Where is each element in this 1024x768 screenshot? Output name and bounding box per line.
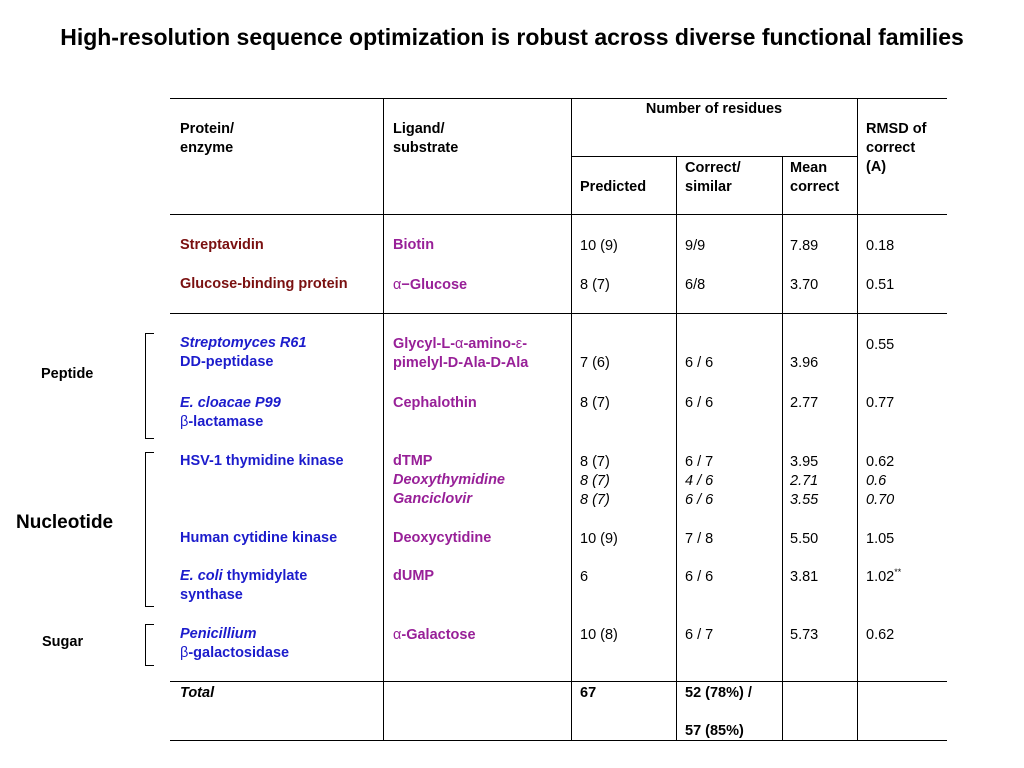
alpha-symbol: α <box>455 336 464 352</box>
sugar-bracket <box>145 624 154 666</box>
mean-gbp: 3.70 <box>790 277 819 293</box>
predicted-penicillium: 10 (8) <box>580 627 618 643</box>
total-label: Total <box>180 685 215 701</box>
mean-hck: 5.50 <box>790 531 819 547</box>
epsilon-symbol: ε <box>515 336 523 352</box>
group-label-nucleotide: Nucleotide <box>16 512 114 533</box>
protein-penicillium: Penicillium β-galactosidase <box>180 626 290 661</box>
mean-ecloacae: 2.77 <box>790 395 819 411</box>
rmsd-ecoli: 1.02** <box>866 567 902 585</box>
peptide-bracket <box>145 333 154 439</box>
ligand-glycyl-peptide: Glycyl-L-α-amino-ε- pimelyl-D-Ala-D-Ala <box>393 336 529 371</box>
alpha-symbol: α <box>393 627 402 643</box>
subheader-rule <box>571 156 857 157</box>
ligand-cephalothin: Cephalothin <box>393 395 477 411</box>
correct-penicillium: 6 / 7 <box>685 627 714 643</box>
correct-gbp: 6/8 <box>685 277 706 293</box>
rmsd-streptavidin: 0.18 <box>866 238 895 254</box>
col-divider-2 <box>571 98 572 741</box>
table-bottom-rule <box>170 740 947 741</box>
ligand-biotin: Biotin <box>393 237 435 253</box>
protein-streptavidin: Streptavidin <box>180 237 264 253</box>
predicted-ecloacae: 8 (7) <box>580 395 610 411</box>
rmsd-r61: 0.55 <box>866 337 895 353</box>
col-divider-5 <box>857 98 858 741</box>
header-correct: Correct/similar <box>685 160 741 195</box>
ligand-dump: dUMP <box>393 568 435 584</box>
header-ligand: Ligand/substrate <box>393 121 459 156</box>
total-predicted: 67 <box>580 685 597 701</box>
rmsd-ecloacae: 0.77 <box>866 395 895 411</box>
table-top-rule <box>170 98 947 99</box>
ligand-deoxythymidine: Deoxythymidine <box>393 472 505 488</box>
predicted-streptavidin: 10 (9) <box>580 238 618 254</box>
rmsd-penicillium: 0.62 <box>866 627 895 643</box>
alpha-symbol: α <box>393 277 402 293</box>
ligands-hsv1: dTMP Deoxythymidine Ganciclovir <box>393 452 505 509</box>
ligand-glucose: α−Glucose <box>393 277 468 293</box>
correct-r61: 6 / 6 <box>685 355 714 371</box>
ligand-dtmp: dTMP <box>393 453 433 469</box>
correct-ecoli: 6 / 6 <box>685 569 714 585</box>
col-divider-1 <box>383 98 384 741</box>
rmsd-gbp: 0.51 <box>866 277 895 293</box>
correct-ecloacae: 6 / 6 <box>685 395 714 411</box>
mean-streptavidin: 7.89 <box>790 238 819 254</box>
group-rule-1 <box>170 313 947 314</box>
group-label-peptide: Peptide <box>41 366 94 382</box>
protein-streptomyces-r61: Streptomyces R61 DD-peptidase <box>180 335 307 370</box>
mean-r61: 3.96 <box>790 355 819 371</box>
mean-ecoli: 3.81 <box>790 569 819 585</box>
col-divider-3 <box>676 156 677 741</box>
footnote-marker: ** <box>894 567 902 578</box>
group-label-sugar: Sugar <box>42 634 84 650</box>
predicted-gbp: 8 (7) <box>580 277 610 293</box>
protein-hsv1-tk: HSV-1 thymidine kinase <box>180 453 344 469</box>
slide-title: High-resolution sequence optimization is… <box>60 24 964 50</box>
predicted-hsv1: 8 (7) 8 (7) 8 (7) <box>580 454 610 508</box>
beta-symbol: β <box>180 645 189 661</box>
total-correct-line1: 52 (78%) / <box>685 685 752 701</box>
total-rule <box>170 681 947 682</box>
protein-e-coli-ts: E. coli thymidylate synthase <box>180 568 308 603</box>
header-mean: Mean correct <box>790 160 840 195</box>
protein-human-cytidine-kinase: Human cytidine kinase <box>180 530 338 546</box>
protein-e-cloacae: E. cloacae P99 β-lactamase <box>180 395 281 430</box>
mean-penicillium: 5.73 <box>790 627 819 643</box>
protein-glucose-binding: Glucose-binding protein <box>180 276 348 292</box>
total-correct-line2: 57 (85%) <box>685 723 744 739</box>
header-number-of-residues: Number of residues <box>645 101 783 117</box>
rmsd-hsv1: 0.62 0.6 0.70 <box>866 454 895 508</box>
header-rmsd: RMSD of correct (A) <box>866 121 927 175</box>
beta-symbol: β <box>180 414 189 430</box>
predicted-r61: 7 (6) <box>580 355 610 371</box>
header-protein: Protein/enzyme <box>180 121 234 156</box>
mean-hsv1: 3.95 2.71 3.55 <box>790 454 819 508</box>
col-divider-4 <box>782 156 783 741</box>
ligand-ganciclovir: Ganciclovir <box>393 491 472 507</box>
predicted-hck: 10 (9) <box>580 531 618 547</box>
ligand-deoxycytidine: Deoxycytidine <box>393 530 492 546</box>
nucleotide-bracket <box>145 452 154 607</box>
rmsd-hck: 1.05 <box>866 531 895 547</box>
header-bottom-rule <box>170 214 947 215</box>
correct-hck: 7 / 8 <box>685 531 714 547</box>
ligand-galactose: α-Galactose <box>393 627 476 643</box>
correct-streptavidin: 9/9 <box>685 238 706 254</box>
header-predicted: Predicted <box>580 179 647 195</box>
predicted-ecoli: 6 <box>580 569 589 585</box>
